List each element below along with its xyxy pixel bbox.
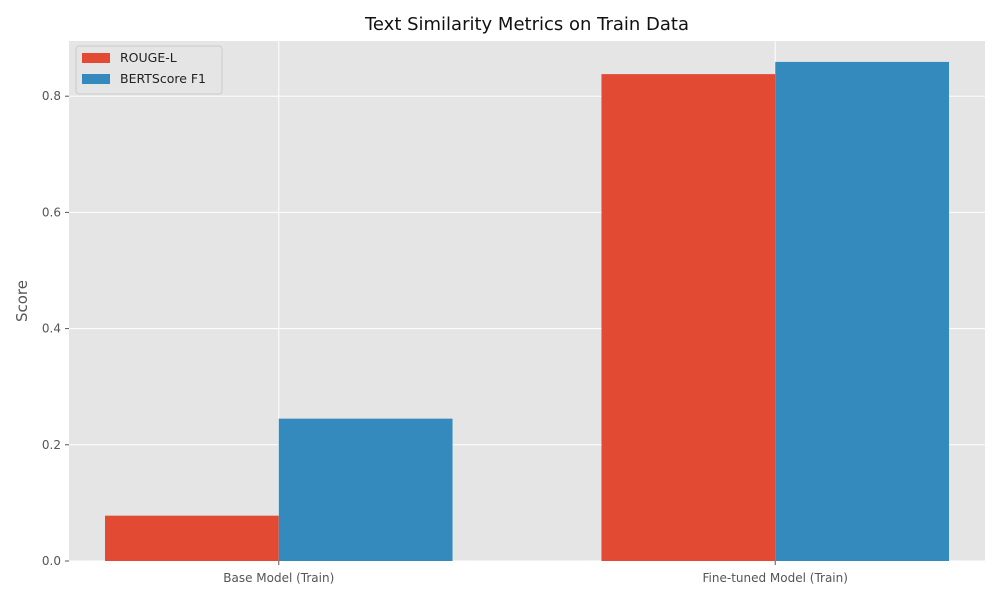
y-axis-label: Score (13, 280, 31, 322)
bar-rouge-l-1 (601, 74, 776, 562)
chart-title: Text Similarity Metrics on Train Data (364, 14, 689, 35)
bars (104, 61, 950, 562)
bar-rouge-l-0 (104, 515, 279, 561)
y-tick-label: 0.2 (42, 438, 61, 452)
bar-bertscore-f1-1 (775, 61, 950, 562)
y-tick-label: 0.4 (42, 322, 61, 336)
legend-swatch (82, 53, 110, 63)
legend-label: BERTScore F1 (120, 71, 206, 86)
x-tick-label: Base Model (Train) (223, 571, 334, 585)
legend-swatch (82, 74, 110, 84)
legend: ROUGE-L BERTScore F1 (75, 45, 223, 95)
y-tick-label: 0.0 (42, 554, 61, 568)
legend-label: ROUGE-L (120, 50, 177, 65)
y-tick-label: 0.8 (42, 89, 61, 103)
x-axis-ticks: Base Model (Train) Fine-tuned Model (Trai… (223, 561, 848, 585)
x-tick-label: Fine-tuned Model (Train) (703, 571, 848, 585)
legend-frame (75, 45, 223, 95)
bar-bertscore-f1-0 (278, 418, 453, 561)
y-tick-label: 0.6 (42, 205, 61, 219)
y-axis-ticks: 0.0 0.2 0.4 0.6 0.8 (42, 89, 69, 568)
